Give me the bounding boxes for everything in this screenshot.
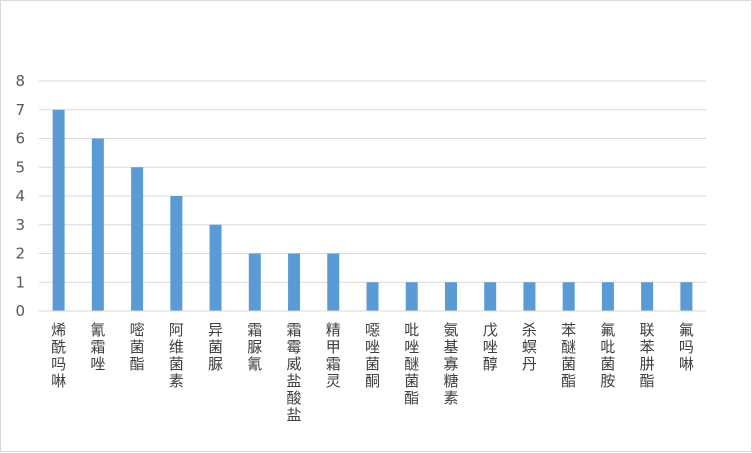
y-tick-label-1: 1 [15, 273, 25, 291]
bar-7 [327, 253, 340, 311]
y-tick-label-3: 3 [15, 216, 25, 234]
y-axis-ticks: 0 1 2 3 4 5 6 7 8 [15, 72, 25, 320]
x-category-label-9: 吡唑醚菌酯 [404, 321, 419, 407]
y-tick-label-7: 7 [15, 101, 25, 119]
x-category-label-11: 戊唑醇 [483, 321, 498, 373]
gridlines [39, 80, 706, 283]
bar-1 [91, 138, 104, 311]
bar-4 [209, 224, 222, 311]
bar-15 [641, 282, 654, 311]
x-category-label-7: 精甲霜灵 [326, 321, 341, 390]
bar-13 [562, 282, 575, 311]
y-tick-label-0: 0 [15, 302, 25, 320]
y-tick-label-8: 8 [15, 72, 25, 90]
y-tick-label-6: 6 [15, 130, 25, 148]
x-category-label-13: 苯醚菌酯 [561, 321, 576, 390]
x-category-label-3: 阿维菌素 [169, 321, 184, 390]
bar-3 [170, 196, 183, 311]
x-category-label-8: 噁唑菌酮 [365, 321, 380, 390]
bars [52, 109, 693, 311]
x-category-label-1: 氰霜唑 [90, 321, 105, 373]
x-category-label-4: 异菌脲 [208, 321, 223, 373]
bar-6 [288, 253, 301, 311]
y-tick-label-2: 2 [15, 245, 25, 263]
x-category-label-15: 联苯肼酯 [640, 321, 655, 390]
bar-2 [131, 167, 144, 311]
bar-12 [523, 282, 536, 311]
bar-14 [601, 282, 614, 311]
y-tick-label-4: 4 [15, 187, 25, 205]
x-category-label-6: 霜霉威盐酸盐 [287, 321, 302, 424]
bar-0 [52, 109, 65, 311]
x-category-label-10: 氨基寡糖素 [443, 321, 458, 407]
x-category-label-5: 霜脲氰 [247, 321, 262, 373]
x-axis-category-labels: 烯酰吗啉 氰霜唑 嘧菌酯 阿维菌素 异菌脲 霜脲氰 霜霉威盐酸盐 精甲霜灵 噁唑菌酮 吡唑醚菌酯 氨… [51, 321, 694, 424]
bar-16 [680, 282, 693, 311]
bar-8 [366, 282, 379, 311]
y-tick-label-5: 5 [15, 158, 25, 176]
x-category-label-2: 嘧菌酯 [130, 321, 145, 373]
x-category-label-12: 杀螟丹 [522, 321, 537, 373]
x-category-label-0: 烯酰吗啉 [51, 321, 66, 390]
bar-11 [484, 282, 497, 311]
x-category-label-16: 氟吗啉 [679, 321, 694, 373]
bar-5 [248, 253, 261, 311]
bar-10 [444, 282, 457, 311]
x-category-label-14: 氟吡菌胺 [600, 321, 615, 390]
bar-9 [405, 282, 418, 311]
